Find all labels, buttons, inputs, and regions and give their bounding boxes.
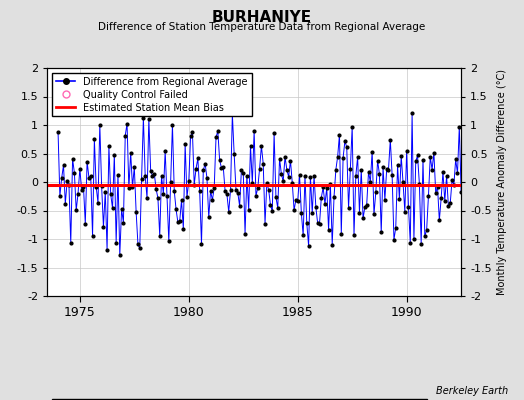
- Y-axis label: Monthly Temperature Anomaly Difference (°C): Monthly Temperature Anomaly Difference (…: [497, 69, 507, 295]
- Text: BURHANIYE: BURHANIYE: [212, 10, 312, 25]
- Text: Difference of Station Temperature Data from Regional Average: Difference of Station Temperature Data f…: [99, 22, 425, 32]
- Text: Berkeley Earth: Berkeley Earth: [436, 386, 508, 396]
- Legend: Station Move, Record Gap, Time of Obs. Change, Empirical Break: Station Move, Record Gap, Time of Obs. C…: [52, 399, 427, 400]
